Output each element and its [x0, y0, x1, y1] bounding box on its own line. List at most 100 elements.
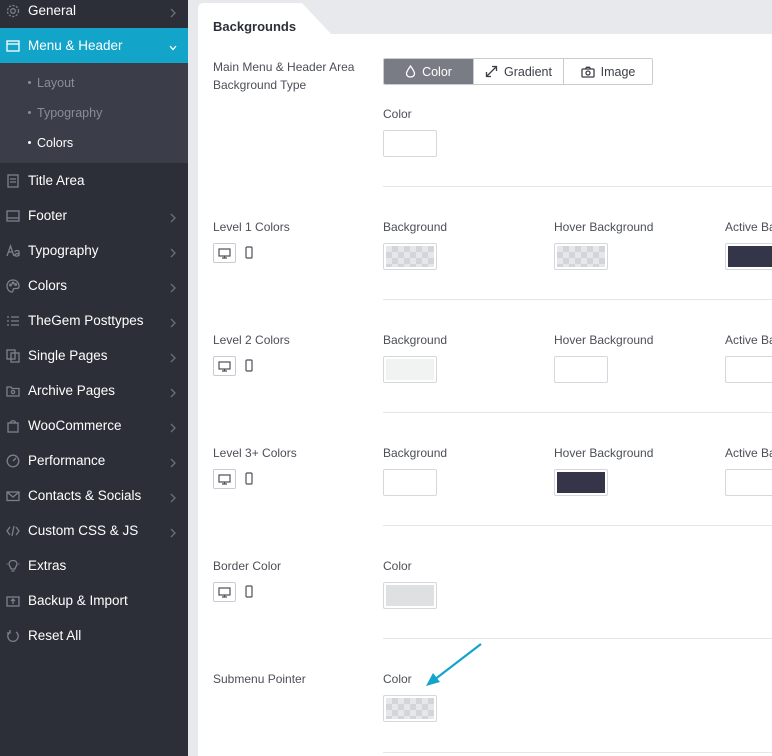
sidebar-item-label: Backup & Import: [28, 593, 128, 608]
footer-icon: [5, 208, 20, 223]
desktop-icon: [218, 586, 231, 598]
chevron-right-icon: [169, 351, 177, 362]
sidebar-item-general[interactable]: General: [0, 0, 188, 28]
chevron-right-icon: [169, 491, 177, 502]
palette-icon: [5, 278, 20, 293]
level2-active-label: Active Ba: [725, 333, 772, 347]
level2-background-swatch[interactable]: [383, 356, 437, 383]
submenu-menu-header: Layout Typography Colors: [0, 63, 188, 163]
settings-sidebar: General Menu & Header Layout Typography …: [0, 0, 188, 756]
sidebar-item-label: WooCommerce: [28, 418, 122, 433]
sidebar-item-label: Menu & Header: [28, 38, 123, 53]
desktop-toggle[interactable]: [213, 469, 236, 489]
level3-active-swatch[interactable]: [725, 469, 772, 496]
gear-icon: [5, 3, 20, 18]
mobile-toggle[interactable]: [244, 245, 254, 259]
sidebar-item-label: Custom CSS & JS: [28, 523, 139, 538]
chevron-right-icon: [169, 281, 177, 292]
border-color-swatch[interactable]: [383, 582, 437, 609]
level3-background-swatch[interactable]: [383, 469, 437, 496]
level1-background-swatch[interactable]: [383, 243, 437, 270]
sidebar-item-footer[interactable]: Footer: [0, 198, 188, 233]
sidebar-item-label: Performance: [28, 453, 106, 468]
desktop-toggle[interactable]: [213, 356, 236, 376]
level1-active-swatch[interactable]: [725, 243, 772, 270]
chevron-right-icon: [169, 526, 177, 537]
chevron-right-icon: [169, 386, 177, 397]
chevron-right-icon: [169, 246, 177, 257]
submenu-pointer-swatch[interactable]: [383, 695, 437, 722]
level1-background-label: Background: [383, 220, 448, 234]
divider: [383, 638, 772, 639]
bg-color-swatch[interactable]: [383, 130, 437, 157]
level3-hover-swatch[interactable]: [554, 469, 608, 496]
chevron-right-icon: [169, 421, 177, 432]
sidebar-item-custom-css-js[interactable]: Custom CSS & JS: [0, 513, 188, 548]
sidebar-item-single-pages[interactable]: Single Pages: [0, 338, 188, 373]
border-color-label: Border Color: [213, 559, 282, 573]
bag-icon: [5, 418, 20, 433]
sidebar-item-label: TheGem Posttypes: [28, 313, 144, 328]
level2-active-swatch[interactable]: [725, 356, 772, 383]
code-icon: [5, 523, 20, 538]
sidebar-item-extras[interactable]: Extras: [0, 548, 188, 583]
submenu-pointer-label: Submenu Pointer: [213, 672, 306, 686]
droplet-icon: [405, 65, 416, 78]
desktop-toggle[interactable]: [213, 582, 236, 602]
sidebar-item-thegem-posttypes[interactable]: TheGem Posttypes: [0, 303, 188, 338]
level3-label: Level 3+ Colors: [213, 446, 297, 460]
sidebar-item-woocommerce[interactable]: WooCommerce: [0, 408, 188, 443]
level1-hover-swatch[interactable]: [554, 243, 608, 270]
sidebar-item-contacts-socials[interactable]: Contacts & Socials: [0, 478, 188, 513]
mobile-icon: [245, 245, 253, 259]
desktop-icon: [218, 473, 231, 485]
sidebar-item-performance[interactable]: Performance: [0, 443, 188, 478]
sidebar-item-colors[interactable]: Colors: [0, 268, 188, 303]
bg-type-image-button[interactable]: Image: [563, 59, 652, 84]
mobile-toggle[interactable]: [244, 471, 254, 485]
sidebar-item-label: Single Pages: [28, 348, 108, 363]
level1-hover-label: Hover Background: [554, 220, 654, 234]
submenu-item-colors[interactable]: Colors: [28, 136, 73, 150]
annotation-arrow-icon: [426, 643, 482, 686]
bg-type-gradient-button[interactable]: Gradient: [473, 59, 563, 84]
envelope-icon: [5, 488, 20, 503]
sidebar-item-archive-pages[interactable]: Archive Pages: [0, 373, 188, 408]
window-icon: [5, 38, 20, 53]
sidebar-item-label: Archive Pages: [28, 383, 116, 398]
sidebar-item-reset-all[interactable]: Reset All: [0, 618, 188, 653]
bg-type-label: Main Menu & Header Area Background Type: [213, 60, 355, 92]
submenu-item-layout[interactable]: Layout: [28, 76, 75, 90]
divider: [383, 752, 772, 753]
upload-icon: [5, 593, 20, 608]
chevron-right-icon: [169, 6, 177, 17]
chevron-down-icon: [169, 41, 177, 51]
pages-icon: [5, 348, 20, 363]
border-color-field-label: Color: [383, 559, 412, 573]
divider: [383, 525, 772, 526]
bg-type-selector: Color Gradient Image: [383, 58, 653, 85]
sidebar-item-title-area[interactable]: Title Area: [0, 163, 188, 198]
level2-background-label: Background: [383, 333, 448, 347]
sidebar-item-backup-import[interactable]: Backup & Import: [0, 583, 188, 618]
sidebar-item-typography[interactable]: Typography: [0, 233, 188, 268]
submenu-item-typography[interactable]: Typography: [28, 106, 102, 120]
divider: [383, 412, 772, 413]
level2-hover-label: Hover Background: [554, 333, 654, 347]
sidebar-item-label: Extras: [28, 558, 67, 573]
archive-icon: [5, 383, 20, 398]
bg-type-color-button[interactable]: Color: [384, 59, 473, 84]
level3-active-label: Active Ba: [725, 446, 772, 460]
font-icon: [5, 243, 20, 258]
level2-hover-swatch[interactable]: [554, 356, 608, 383]
mobile-toggle[interactable]: [244, 584, 254, 598]
sidebar-item-menu-header[interactable]: Menu & Header: [0, 28, 188, 63]
level3-hover-label: Hover Background: [554, 446, 654, 460]
desktop-toggle[interactable]: [213, 243, 236, 263]
bg-color-label: Color: [383, 107, 412, 121]
desktop-icon: [218, 360, 231, 372]
mobile-icon: [245, 358, 253, 372]
mobile-toggle[interactable]: [244, 358, 254, 372]
sidebar-item-label: Title Area: [28, 173, 85, 188]
sidebar-item-label: Typography: [28, 243, 99, 258]
